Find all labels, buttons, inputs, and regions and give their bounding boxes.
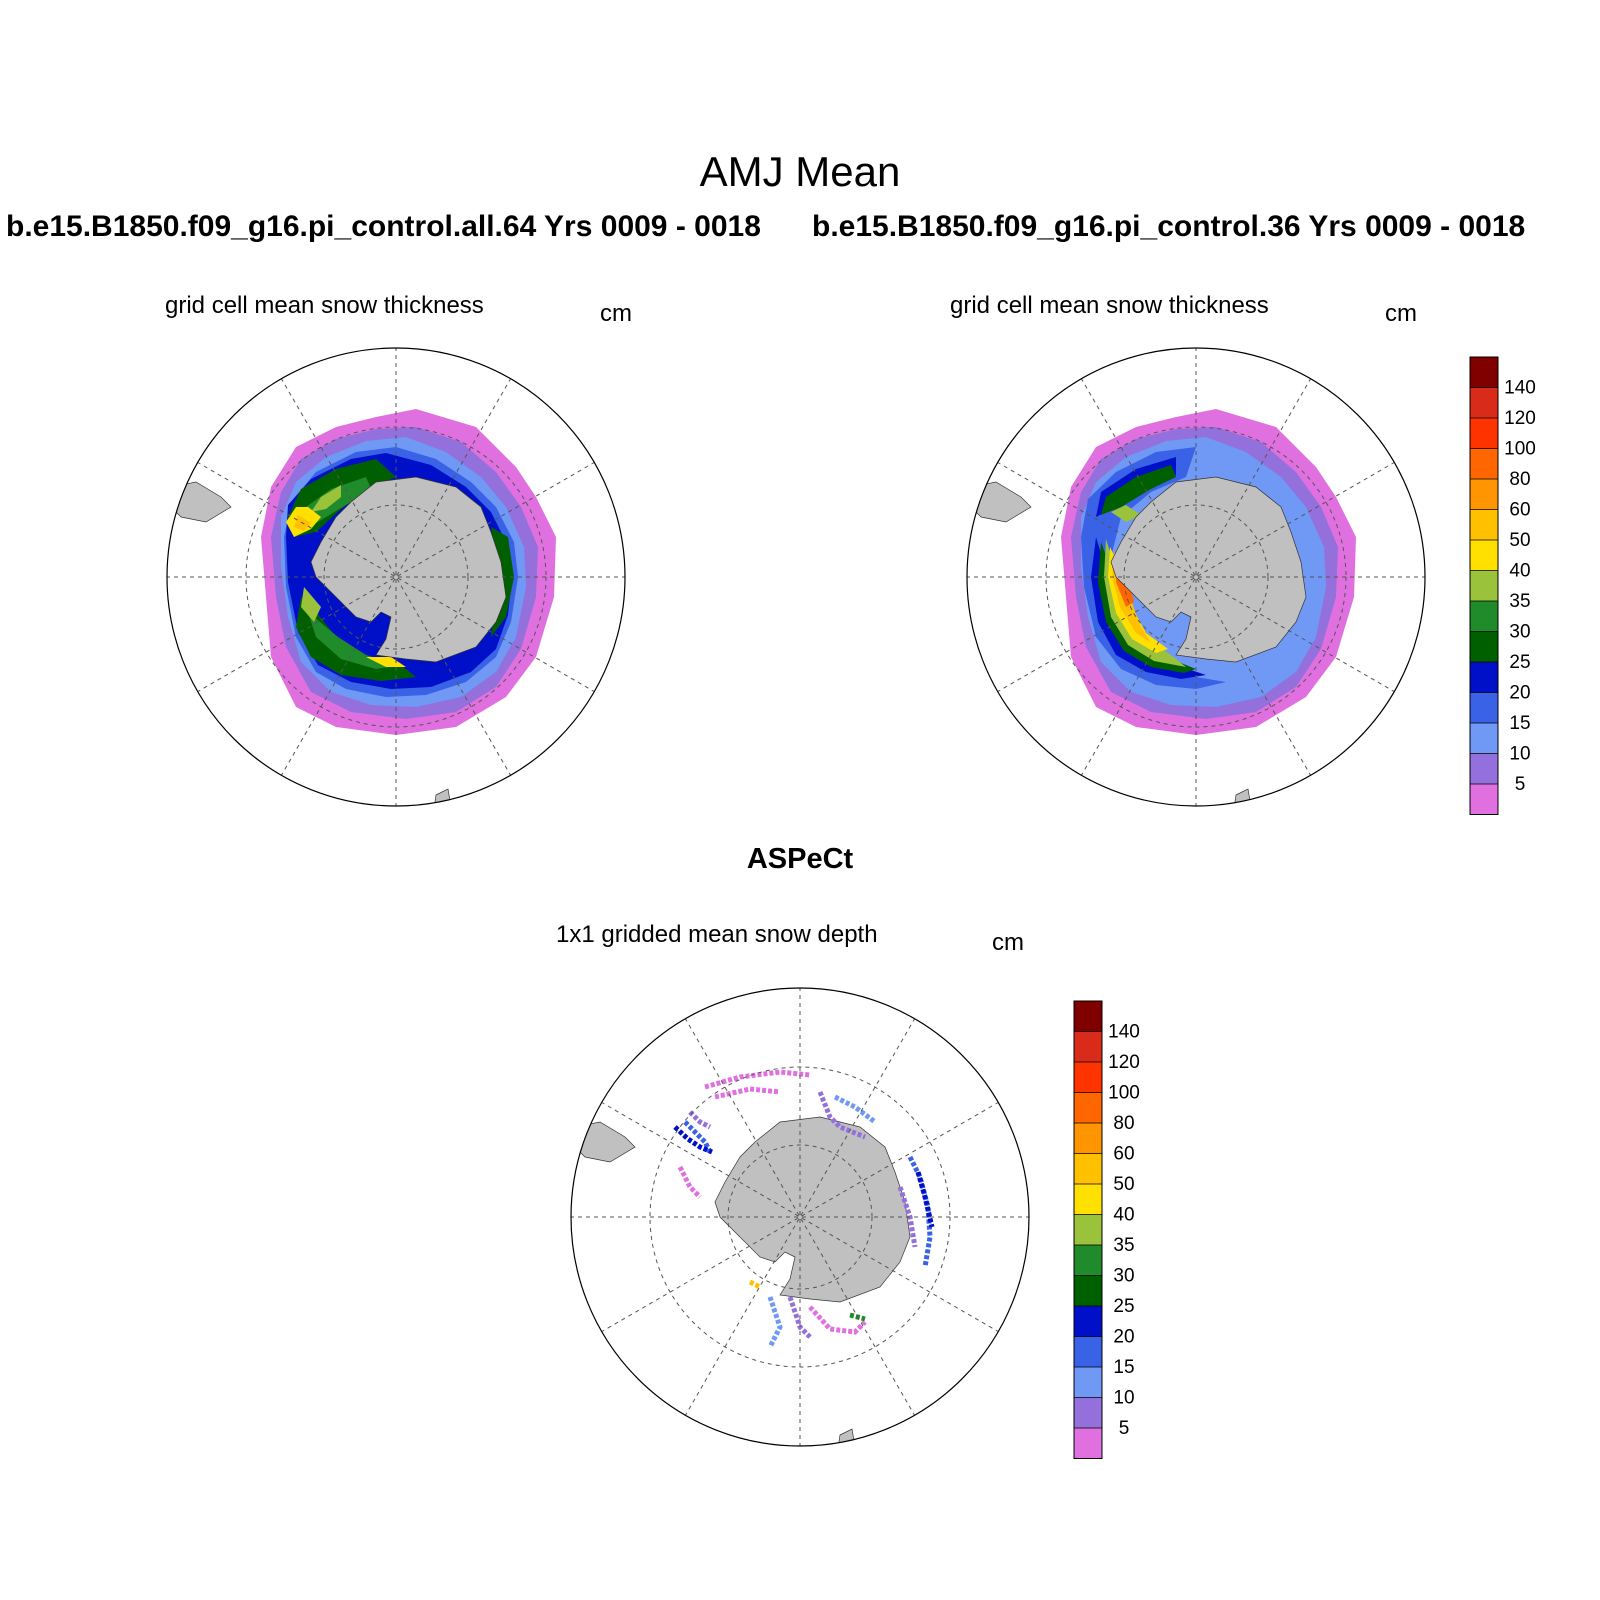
colorbar-swatch (1074, 1092, 1102, 1124)
new-zealand-land (1233, 788, 1252, 806)
colorbar-swatch (1074, 1153, 1102, 1185)
colorbar-swatch (1470, 357, 1498, 388)
colorbar-swatch (1470, 448, 1498, 480)
colorbar-label: 60 (1113, 1144, 1134, 1165)
right-case-title: b.e15.B1850.f09_g16.pi_control.36 Yrs 00… (812, 210, 1526, 243)
colorbar-swatch (1470, 753, 1498, 785)
colorbar-border (1469, 356, 1499, 815)
colorbar-label: 25 (1113, 1296, 1134, 1317)
colorbar-label: 10 (1113, 1388, 1134, 1409)
map-boundary (570, 987, 1030, 1447)
colorbar-label: 120 (1504, 408, 1536, 429)
colorbar-swatch (1074, 1428, 1102, 1459)
colorbar-swatch (1470, 418, 1498, 449)
colorbar-label: 60 (1509, 500, 1530, 521)
colorbar-label: 80 (1113, 1113, 1134, 1134)
colorbar-swatch (1074, 1275, 1102, 1307)
colorbar-swatch (1074, 1001, 1102, 1032)
colorbar-obs: 140 120 100 80 60 50 40 35 30 25 20 15 10 5 (1073, 1000, 1140, 1459)
obs-section-title: ASPeCt (746, 843, 854, 875)
colorbar-swatch (1074, 1245, 1102, 1276)
colorbar-swatch (1074, 1184, 1102, 1215)
colorbar-label: 140 (1108, 1022, 1140, 1043)
colorbar-label: 5 (1119, 1418, 1130, 1439)
colorbar-label: 120 (1108, 1052, 1140, 1073)
colorbar-swatch (1470, 570, 1498, 602)
colorbar-swatch (1074, 1306, 1102, 1337)
left-panel-title: grid cell mean snow thickness (165, 292, 484, 319)
obs-panel-unit: cm (992, 929, 1024, 956)
new-zealand-land (837, 1428, 856, 1446)
colorbar-swatch (1470, 723, 1498, 754)
colorbar-swatch (1074, 1336, 1102, 1368)
obs-map (570, 987, 1030, 1447)
colorbar-label: 40 (1509, 561, 1530, 582)
colorbar-swatch (1470, 662, 1498, 693)
obs-panel-title: 1x1 gridded mean snow depth (556, 921, 878, 948)
graticule (167, 348, 625, 806)
colorbar-label: 100 (1504, 439, 1536, 460)
colorbar-label: 40 (1113, 1205, 1134, 1226)
colorbar-label: 80 (1509, 469, 1530, 490)
colorbar-swatch (1470, 692, 1498, 724)
colorbar-label: 15 (1113, 1357, 1134, 1378)
colorbar-swatch (1470, 601, 1498, 632)
colorbar-swatch (1470, 479, 1498, 510)
figure-title: AMJ Mean (699, 148, 901, 195)
map-boundary (966, 347, 1426, 807)
colorbar-swatch (1470, 387, 1498, 419)
left-case-title: b.e15.B1850.f09_g16.pi_control.all.64 Yr… (6, 210, 761, 243)
map-boundary (166, 347, 626, 807)
colorbar-label: 20 (1113, 1327, 1134, 1348)
colorbar-swatch (1074, 1123, 1102, 1154)
colorbar-model: 140 120 100 80 60 50 40 35 30 25 20 15 10 5 (1469, 356, 1536, 815)
colorbar-swatch (1470, 540, 1498, 571)
left-panel-unit: cm (600, 300, 632, 327)
colorbar-swatch (1470, 509, 1498, 541)
left-model-map (166, 347, 626, 807)
colorbar-label: 50 (1509, 530, 1530, 551)
colorbar-label: 25 (1509, 652, 1530, 673)
colorbar-swatch (1470, 784, 1498, 815)
graticule (967, 348, 1425, 806)
right-panel-unit: cm (1385, 300, 1417, 327)
right-panel-title: grid cell mean snow thickness (950, 292, 1269, 319)
colorbar-label: 30 (1509, 622, 1530, 643)
colorbar-label: 15 (1509, 713, 1530, 734)
colorbar-label: 10 (1509, 744, 1530, 765)
colorbar-label: 5 (1515, 774, 1526, 795)
right-model-map (966, 347, 1426, 807)
colorbar-label: 30 (1113, 1266, 1134, 1287)
colorbar-swatch (1074, 1214, 1102, 1246)
colorbar-label: 20 (1509, 683, 1530, 704)
colorbar-label: 140 (1504, 378, 1536, 399)
colorbar-swatch (1074, 1367, 1102, 1398)
colorbar-label: 35 (1509, 591, 1530, 612)
colorbar-label: 35 (1113, 1235, 1134, 1256)
antarctica-land (714, 1116, 911, 1303)
graticule (571, 988, 1029, 1446)
colorbar-swatch (1074, 1397, 1102, 1429)
colorbar-swatch (1074, 1062, 1102, 1093)
new-zealand-land (433, 788, 452, 806)
colorbar-swatch (1470, 631, 1498, 663)
colorbar-swatch (1074, 1031, 1102, 1063)
colorbar-border (1073, 1000, 1103, 1459)
colorbar-label: 100 (1108, 1083, 1140, 1104)
colorbar-label: 50 (1113, 1174, 1134, 1195)
